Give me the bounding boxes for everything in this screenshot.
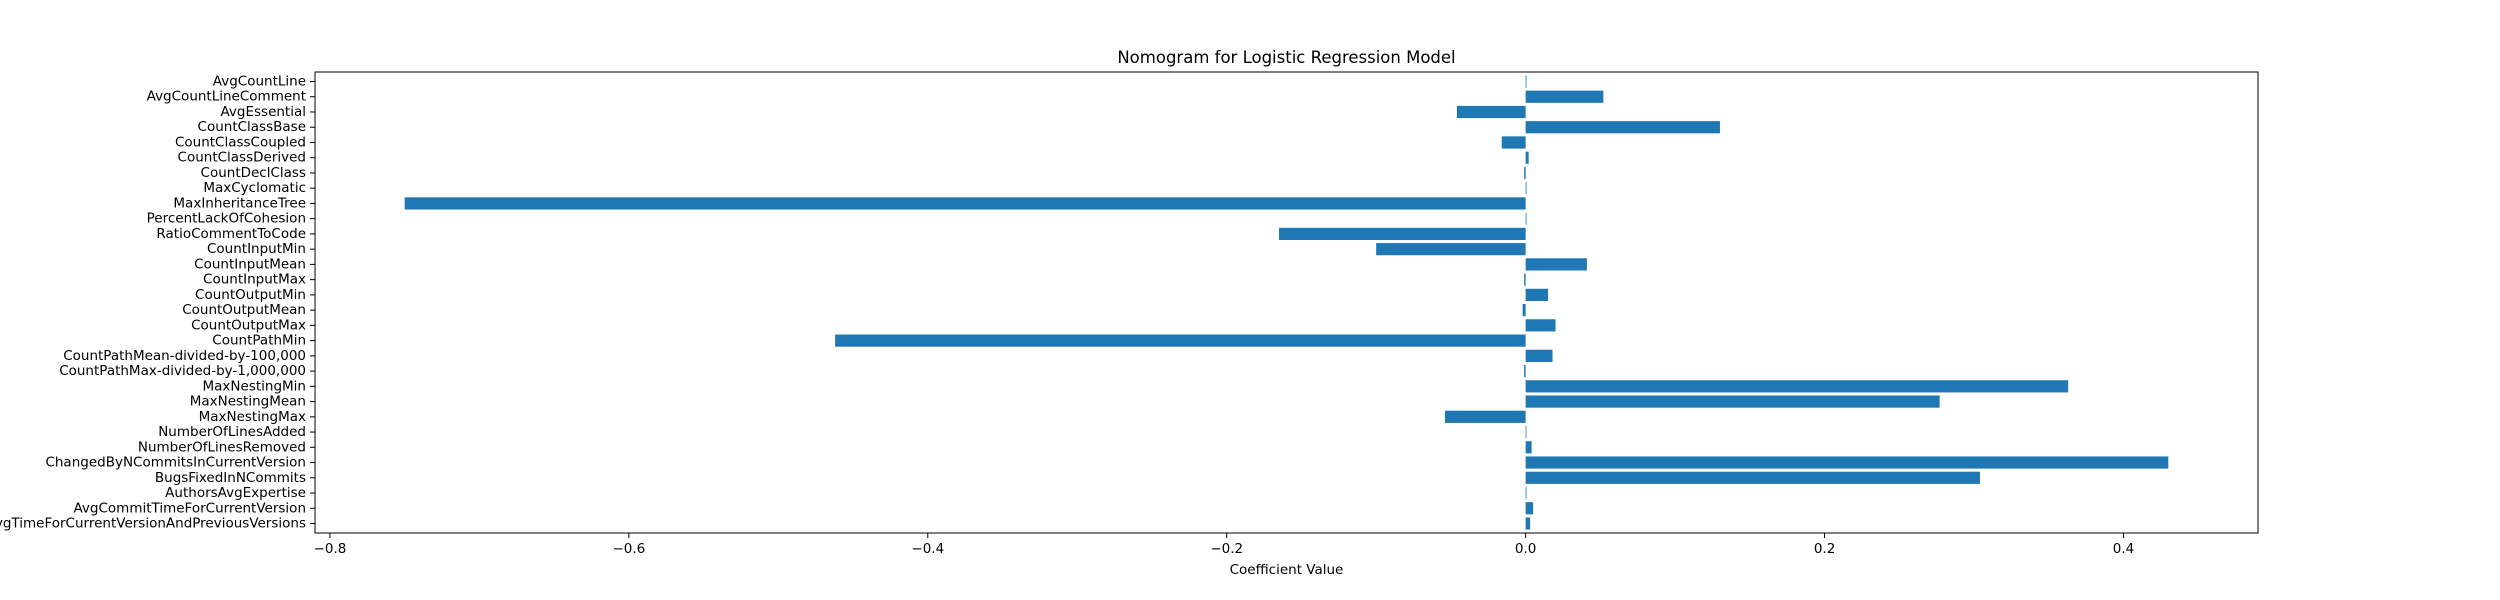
bar-CountOutputMax <box>1525 319 1556 332</box>
y-tick-label: CountPathMean-divided-by-100,000 <box>63 348 306 364</box>
y-axis: AvgCountLineAvgCountLineCommentAvgEssent… <box>0 74 315 532</box>
y-tick-label: AvgTimeForCurrentVersionAndPreviousVersi… <box>0 516 306 532</box>
bar-CountPathMax-divided-by-1,000,000 <box>1524 364 1526 378</box>
y-tick-label: AvgCountLine <box>213 74 306 90</box>
y-tick-label: ChangedByNCommitsInCurrentVersion <box>45 455 306 471</box>
y-tick-label: CountDeclClass <box>201 165 306 181</box>
bar-MaxNestingMin <box>1525 380 2069 393</box>
bar-CountInputMean <box>1525 258 1587 271</box>
y-tick-label: CountClassDerived <box>178 150 306 166</box>
y-tick-label: CountOutputMean <box>182 302 306 318</box>
bar-AvgCountLineComment <box>1525 90 1604 103</box>
bar-PercentLackOfCohesion <box>1525 212 1527 225</box>
bar-CountClassDerived <box>1525 151 1529 164</box>
x-tick-label: 0.4 <box>2113 541 2134 557</box>
y-tick-label: CountInputMean <box>194 256 306 272</box>
x-tick-label: −0.2 <box>1210 541 1243 557</box>
y-tick-label: NumberOfLinesAdded <box>158 424 306 440</box>
y-tick-label: CountClassCoupled <box>175 134 306 150</box>
bar-CountOutputMin <box>1525 288 1549 301</box>
bar-MaxNestingMax <box>1444 410 1526 423</box>
bar-CountOutputMean <box>1522 304 1526 317</box>
plot-area-frame <box>314 71 2259 534</box>
y-tick-label: CountPathMin <box>212 333 306 349</box>
x-tick-label: 0.2 <box>1814 541 1835 557</box>
bars-layer <box>404 75 2169 530</box>
bar-CountDeclClass <box>1524 166 1526 180</box>
x-axis-title: Coefficient Value <box>1230 562 1344 578</box>
bar-NumberOfLinesRemoved <box>1525 441 1532 454</box>
bar-CountInputMax <box>1524 273 1526 286</box>
y-tick-label: AvgEssential <box>220 104 306 120</box>
bar-RatioCommentToCode <box>1279 227 1526 241</box>
y-tick-label: CountOutputMax <box>191 317 306 333</box>
x-tick-label: −0.4 <box>911 541 944 557</box>
chart-title: Nomogram for Logistic Regression Model <box>1117 48 1455 67</box>
bar-AvgTimeForCurrentVersionAndPreviousVersions <box>1525 517 1531 530</box>
bar-ChangedByNCommitsInCurrentVersion <box>1525 456 2169 469</box>
bar-CountPathMean-divided-by-100,000 <box>1525 349 1553 362</box>
y-tick-label: CountClassBase <box>198 119 306 135</box>
y-tick-label: NumberOfLinesRemoved <box>138 439 306 455</box>
bar-AvgCountLine <box>1525 75 1527 88</box>
y-tick-label: AvgCountLineComment <box>147 89 306 105</box>
bar-BugsFixedInNCommits <box>1525 471 1981 484</box>
x-tick-label: 0.0 <box>1515 541 1536 557</box>
y-tick-label: MaxInheritanceTree <box>173 195 306 211</box>
y-tick-label: MaxCyclomatic <box>203 180 306 196</box>
bar-AvgEssential <box>1456 105 1526 119</box>
y-tick-label: CountInputMin <box>207 241 306 257</box>
bar-CountPathMin <box>835 334 1526 347</box>
bar-CountInputMin <box>1376 243 1526 256</box>
y-tick-label: BugsFixedInNCommits <box>155 470 306 486</box>
x-axis: −0.8 −0.6 −0.4 −0.2 0.0 0.2 0.4 <box>314 533 2134 557</box>
y-tick-label: CountInputMax <box>203 272 306 288</box>
bar-MaxNestingMean <box>1525 395 1940 408</box>
y-tick-label: AuthorsAvgExpertise <box>165 485 306 501</box>
x-tick-label: −0.8 <box>314 541 347 557</box>
bar-NumberOfLinesAdded <box>1525 425 1527 439</box>
y-tick-label: AvgCommitTimeForCurrentVersion <box>73 500 306 516</box>
y-tick-label: CountPathMax-divided-by-1,000,000 <box>59 363 306 379</box>
y-tick-label: MaxNestingMean <box>190 394 306 410</box>
y-tick-label: CountOutputMin <box>195 287 306 303</box>
bar-CountClassCoupled <box>1501 136 1526 149</box>
bar-MaxCyclomatic <box>1525 182 1527 195</box>
bar-AvgCommitTimeForCurrentVersion <box>1525 502 1534 515</box>
bar-MaxInheritanceTree <box>404 197 1526 210</box>
y-tick-label: PercentLackOfCohesion <box>147 211 306 227</box>
x-tick-label: −0.6 <box>612 541 645 557</box>
y-tick-label: MaxNestingMax <box>199 409 306 425</box>
y-tick-label: MaxNestingMin <box>203 378 306 394</box>
bar-AuthorsAvgExpertise <box>1525 486 1527 500</box>
bar-CountClassBase <box>1525 121 1720 134</box>
y-tick-label: RatioCommentToCode <box>156 226 306 242</box>
